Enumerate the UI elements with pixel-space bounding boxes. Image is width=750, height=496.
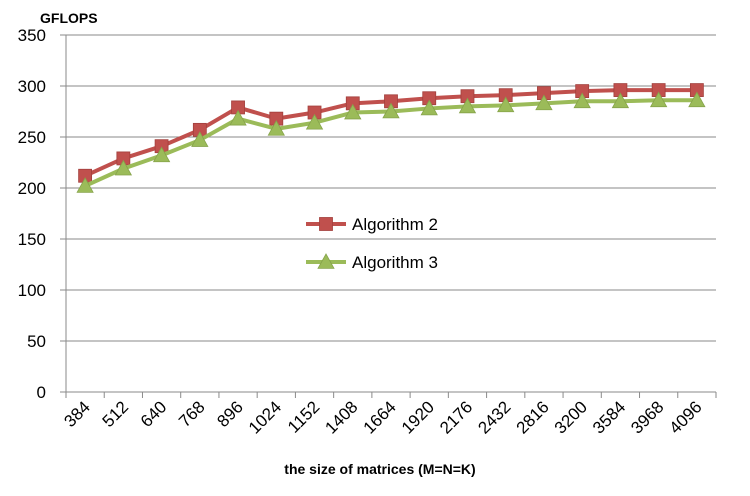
- series-layer: [76, 83, 706, 193]
- y-tick-label: 300: [18, 77, 46, 96]
- y-tick-label: 200: [18, 179, 46, 198]
- triangle-marker: [344, 103, 362, 120]
- triangle-marker: [649, 91, 668, 108]
- triangle-marker: [420, 99, 438, 116]
- x-tick-label: 768: [175, 397, 208, 430]
- x-tick-label: 3200: [551, 397, 591, 437]
- triangle-marker: [497, 96, 515, 113]
- y-axis-title: GFLOPS: [40, 10, 98, 26]
- legend-item: Algorithm 2: [306, 215, 438, 234]
- legend-label: Algorithm 2: [352, 215, 438, 234]
- legend-item: Algorithm 3: [306, 253, 438, 272]
- gridlines: [66, 34, 716, 342]
- series-2: [76, 91, 706, 193]
- y-tick-label: 350: [18, 26, 46, 45]
- y-tick-label: 100: [18, 281, 46, 300]
- y-tick-label: 150: [18, 230, 46, 249]
- x-tick-label: 1152: [284, 397, 323, 436]
- x-tick-label: 3584: [589, 397, 629, 437]
- triangle-marker: [76, 177, 94, 193]
- triangle-marker: [152, 146, 171, 163]
- x-tick-label: 1408: [321, 397, 361, 437]
- triangle-marker: [458, 97, 477, 114]
- legend-triangle-marker: [317, 253, 335, 269]
- triangle-marker: [573, 92, 591, 109]
- x-tick-label: 384: [60, 397, 93, 430]
- x-tick-label: 2176: [436, 397, 476, 437]
- legend: Algorithm 2 Algorithm 3: [306, 215, 438, 272]
- x-tick-label: 3968: [627, 397, 667, 437]
- triangle-marker: [114, 159, 133, 176]
- triangle-marker: [688, 91, 706, 108]
- triangle-marker: [535, 94, 553, 111]
- y-tick-label: 50: [27, 332, 46, 351]
- triangle-marker: [611, 92, 630, 109]
- triangle-marker: [191, 131, 209, 147]
- x-tick-label: 1024: [245, 397, 285, 437]
- legend-label: Algorithm 3: [352, 253, 438, 272]
- x-tick-label: 2816: [513, 397, 553, 437]
- triangle-marker: [229, 109, 247, 126]
- x-tick-label: 512: [99, 397, 132, 430]
- x-tick-label: 1920: [398, 397, 438, 437]
- legend-square-marker: [319, 217, 333, 231]
- x-tick-label: 1664: [360, 397, 400, 437]
- x-axis-title: the size of matrices (M=N=K): [284, 461, 475, 477]
- x-tick-label: 4096: [666, 397, 706, 437]
- y-tick-label: 250: [18, 128, 46, 147]
- x-tick-label: 896: [213, 397, 246, 430]
- triangle-marker: [305, 113, 324, 130]
- triangle-marker: [267, 120, 285, 136]
- x-tick-label: 2432: [474, 397, 514, 437]
- series-1: [78, 83, 704, 183]
- x-tick-label: 640: [137, 397, 170, 430]
- y-tick-label: 0: [37, 383, 46, 402]
- triangle-marker: [382, 102, 400, 119]
